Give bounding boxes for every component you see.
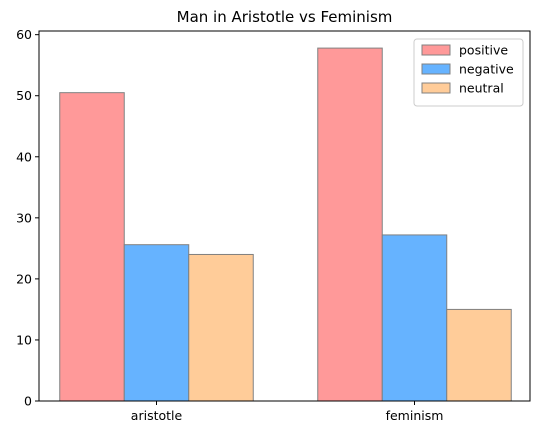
legend-label-positive: positive [459, 43, 508, 58]
bar-negative-feminism [381, 234, 448, 402]
bar-negative-aristotle [123, 244, 190, 402]
x-tick-label: aristotle [131, 408, 183, 423]
bar-positive-feminism [317, 47, 383, 402]
y-tick-label: 50 [16, 88, 32, 103]
y-tick-label: 30 [16, 210, 32, 225]
bars-group [59, 47, 512, 402]
chart-title: Man in Aristotle vs Feminism [177, 8, 393, 26]
y-tick-label: 60 [16, 27, 32, 42]
legend-label-neutral: neutral [459, 81, 504, 96]
y-tick-label: 20 [16, 271, 32, 286]
legend-swatch-positive [421, 44, 451, 56]
bar-positive-aristotle [59, 92, 125, 402]
axes-frame [38, 30, 531, 402]
x-tick-label: feminism [386, 408, 444, 423]
legend-swatch-negative [421, 63, 451, 75]
x-axis: aristotle feminism [131, 401, 444, 423]
bar-neutral-feminism [446, 308, 512, 402]
legend-swatch-neutral [421, 82, 451, 94]
y-tick-label: 40 [16, 149, 32, 164]
y-axis: 0 10 20 30 40 50 60 [16, 27, 39, 409]
y-tick-label: 0 [24, 394, 32, 409]
y-tick-label: 10 [16, 332, 32, 347]
legend-label-negative: negative [459, 62, 514, 77]
bar-neutral-aristotle [188, 253, 254, 402]
legend: positive negative neutral [413, 38, 524, 107]
